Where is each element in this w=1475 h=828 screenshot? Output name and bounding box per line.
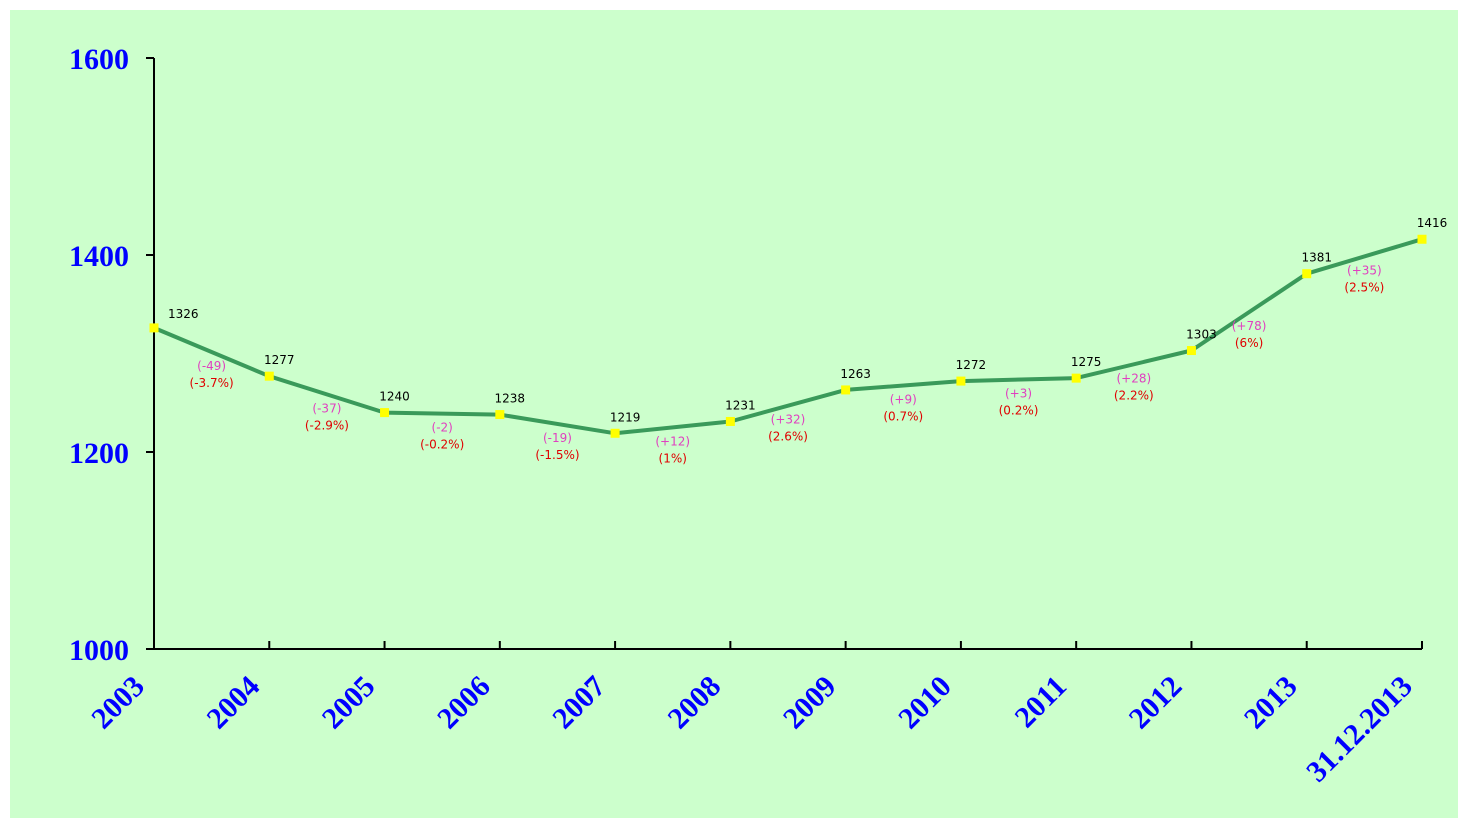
value-label: 1240 (379, 390, 410, 404)
y-tick-label: 1400 (69, 240, 129, 273)
change-diff-label: (-37) (312, 401, 341, 415)
value-label: 1263 (840, 367, 871, 381)
change-pct-label: (1%) (659, 451, 687, 465)
change-pct-label: (2.5%) (1344, 280, 1384, 294)
value-label: 1238 (495, 392, 526, 406)
data-point (956, 376, 966, 386)
value-label: 1275 (1071, 355, 1102, 369)
data-markers (149, 234, 1427, 438)
axes (153, 58, 1422, 650)
change-diff-label: (+28) (1116, 371, 1151, 385)
y-tick-label: 1000 (69, 634, 129, 667)
value-label: 1231 (725, 398, 756, 412)
data-point (1302, 269, 1312, 279)
data-point (264, 371, 274, 381)
series-line (153, 237, 1423, 436)
y-tick-label: 1600 (69, 43, 129, 76)
change-pct-label: (-0.2%) (420, 438, 464, 452)
data-point (841, 385, 851, 395)
change-pct-label: (2.6%) (768, 430, 808, 444)
value-label: 1272 (956, 358, 987, 372)
y-axis-ticks: 1000 1200 1400 1600 (69, 43, 154, 667)
value-label: 1277 (264, 353, 295, 367)
change-diff-label: (+12) (655, 434, 690, 448)
change-pct-label: (6%) (1235, 336, 1263, 350)
change-pct-label: (-3.7%) (190, 376, 234, 390)
data-point (725, 416, 735, 426)
data-point (380, 408, 390, 418)
change-pct-label: (0.7%) (883, 410, 923, 424)
value-label: 1326 (168, 307, 199, 321)
data-point (495, 410, 505, 420)
value-label: 1219 (610, 410, 641, 424)
change-diff-label: (+3) (1005, 387, 1032, 401)
y-tick-label: 1200 (69, 437, 129, 470)
value-label: 1381 (1301, 251, 1332, 265)
change-diff-label: (-19) (543, 431, 572, 445)
data-point (1417, 234, 1427, 244)
change-diff-label: (+32) (771, 413, 806, 427)
change-diff-label: (+78) (1232, 319, 1267, 333)
data-point (610, 428, 620, 438)
value-labels: 1326 1277 1240 1238 1219 1231 1263 1272 1275 1303… (168, 216, 1447, 424)
change-pct-label: (0.2%) (999, 404, 1039, 418)
change-pct-label: (-1.5%) (535, 448, 579, 462)
value-label: 1416 (1417, 216, 1448, 230)
change-diff-label: (-2) (432, 421, 453, 435)
chart-background (10, 10, 1458, 818)
change-diff-label: (-49) (197, 359, 226, 373)
data-point (1186, 346, 1196, 356)
change-diff-label: (+9) (890, 393, 917, 407)
change-diff-label: (+35) (1347, 263, 1382, 277)
value-label: 1303 (1186, 328, 1217, 342)
change-labels: (-49) (-3.7%) (-37) (-2.9%) (-2) (-0.2%) (-19)… (190, 263, 1385, 465)
data-point (149, 323, 159, 333)
change-pct-label: (-2.9%) (305, 418, 349, 432)
change-pct-label: (2.2%) (1114, 388, 1154, 402)
data-point (1071, 373, 1081, 383)
